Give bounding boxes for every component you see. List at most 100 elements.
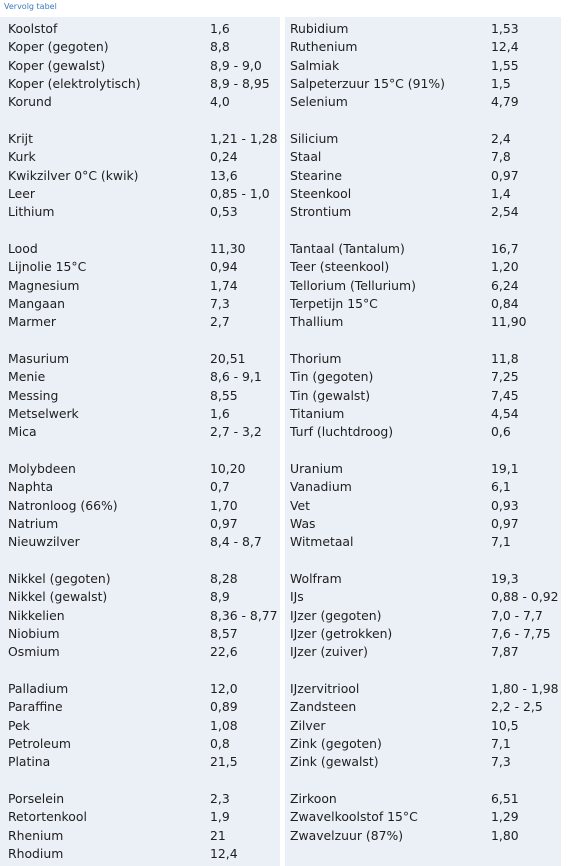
density-value: 10,20 [210, 461, 246, 476]
table-row: Tin (gegoten) 7,25 [285, 368, 561, 386]
density-value: 1,74 [210, 277, 238, 293]
density-value: 2,2 - 2,5 [491, 699, 543, 715]
material-name: Steenkool [290, 185, 352, 201]
table-row: Steenkool 1,4 [285, 185, 561, 203]
density-value: 12,4 [491, 39, 519, 55]
density-value: 2,7 - 3,2 [210, 424, 262, 440]
density-value: 10,5 [491, 717, 519, 733]
density-value: 0,93 [491, 497, 519, 513]
table-row: Titanium 4,54 [285, 405, 561, 423]
material-name: Tin (gegoten) [290, 369, 374, 385]
material-name: Selenium [290, 94, 348, 110]
density-value: 8,8 [210, 39, 230, 55]
material-name: Petroleum [8, 735, 71, 751]
density-value: 4,54 [491, 405, 519, 421]
table-group: Krijt 1,21 - 1,28 Kurk 0,24 Kwikzilver 0°C (… [0, 130, 280, 221]
density-value: 11,8 [491, 351, 519, 366]
material-name: Silicium [290, 131, 339, 146]
table-row: Rhodium 12,4 [0, 845, 280, 863]
density-value: 7,1 [491, 534, 511, 550]
material-name: Porselein [8, 791, 65, 806]
material-name: Vet [290, 497, 310, 513]
density-value: 1,29 [491, 809, 519, 825]
material-name: Teer (steenkool) [290, 259, 390, 275]
table-row: Natrium 0,97 [0, 515, 280, 533]
material-name: Koper (gewalst) [8, 57, 106, 73]
table-row: Salpeterzuur 15°C (91%) 1,5 [285, 75, 561, 93]
table-row: Nieuwzilver 8,4 - 8,7 [0, 533, 280, 551]
density-value: 0,84 [491, 295, 519, 311]
material-name: IJzer (zuiver) [290, 644, 368, 660]
table-group: Koolstof 1,6 Koper (gegoten) 8,8 Koper (gewa… [0, 20, 280, 111]
material-name: Vanadium [290, 479, 352, 495]
table-row: Koolstof 1,6 [0, 20, 280, 38]
table-row: Osmium 22,6 [0, 643, 280, 661]
material-name: Molybdeen [8, 461, 76, 476]
density-value: 12,4 [210, 845, 238, 861]
density-value: 13,6 [210, 167, 238, 183]
material-name: Naphta [8, 479, 54, 495]
table-row: IJzer (zuiver) 7,87 [285, 643, 561, 661]
material-name: Koper (elektrolytisch) [8, 75, 141, 91]
material-name: Zink (gewalst) [290, 754, 379, 770]
table-row: Terpetijn 15°C 0,84 [285, 295, 561, 313]
material-name: Uranium [290, 461, 343, 476]
material-name: IJzer (gegoten) [290, 607, 382, 623]
table-row: Lithium 0,53 [0, 203, 280, 221]
material-name: Kurk [8, 149, 36, 165]
table-row: Zandsteen 2,2 - 2,5 [285, 698, 561, 716]
density-value: 7,6 - 7,75 [491, 625, 551, 641]
material-name: Menie [8, 369, 46, 385]
table-row: Pek 1,08 [0, 717, 280, 735]
table-row: Was 0,97 [285, 515, 561, 533]
table-row: Ruthenium 12,4 [285, 38, 561, 56]
density-value: 6,51 [491, 791, 519, 806]
table-row: Tantaal (Tantalum) 16,7 [285, 240, 561, 258]
material-name: Witmetaal [290, 534, 354, 550]
material-name: Pek [8, 717, 30, 733]
table-row: Staal 7,8 [285, 148, 561, 166]
material-name: Tellorium (Tellurium) [290, 277, 416, 293]
table-row: Naphta 0,7 [0, 478, 280, 496]
table-row: Nikkel (gewalst) 8,9 [0, 588, 280, 606]
density-value: 1,70 [210, 497, 238, 513]
table-group: Lood 11,30 Lijnolie 15°C 0,94 Magnesium 1,74 M… [0, 240, 280, 331]
table-row: Kwikzilver 0°C (kwik) 13,6 [0, 167, 280, 185]
density-value: 7,1 [491, 735, 511, 751]
density-value: 2,4 [491, 131, 511, 146]
material-name: Platina [8, 754, 51, 770]
material-name: Leer [8, 185, 36, 201]
density-value: 0,97 [210, 515, 238, 531]
table-group: Rubidium 1,53 Ruthenium 12,4 Salmiak 1,55 Salp… [285, 20, 561, 111]
density-value: 1,6 [210, 21, 230, 36]
density-value: 1,4 [491, 185, 511, 201]
table-row: Koper (gegoten) 8,8 [0, 38, 280, 56]
table-row: Strontium 2,54 [285, 203, 561, 221]
table-group: Silicium 2,4 Staal 7,8 Stearine 0,97 Steenkool… [285, 130, 561, 221]
table-row: Lijnolie 15°C 0,94 [0, 258, 280, 276]
table-row: Rubidium 1,53 [285, 20, 561, 38]
material-name: Nikkel (gewalst) [8, 589, 108, 605]
material-name: Palladium [8, 681, 69, 696]
density-value: 20,51 [210, 351, 246, 366]
density-value: 2,7 [210, 314, 230, 330]
table-row: Leer 0,85 - 1,0 [0, 185, 280, 203]
density-value: 0,88 - 0,92 [491, 589, 559, 605]
density-value: 0,97 [491, 167, 519, 183]
material-name: Mangaan [8, 295, 66, 311]
table-row: Turf (luchtdroog) 0,6 [285, 423, 561, 441]
density-value: 1,5 [491, 75, 511, 91]
density-value: 11,90 [491, 314, 527, 330]
table-row: Zwavelkoolstof 15°C 1,29 [285, 808, 561, 826]
density-value: 0,6 [491, 424, 511, 440]
material-name: Mica [8, 424, 37, 440]
material-name: Lijnolie 15°C [8, 259, 87, 275]
material-name: Zwavelzuur (87%) [290, 827, 404, 843]
table-row: Stearine 0,97 [285, 167, 561, 185]
density-value: 7,3 [210, 295, 230, 311]
table-row: Wolfram 19,3 [285, 570, 561, 588]
material-name: IJzervitriool [290, 681, 360, 696]
material-name: Terpetijn 15°C [290, 295, 378, 311]
table-group: Molybdeen 10,20 Naphta 0,7 Natronloog (66%) 1… [0, 460, 280, 551]
density-value: 2,3 [210, 791, 230, 806]
